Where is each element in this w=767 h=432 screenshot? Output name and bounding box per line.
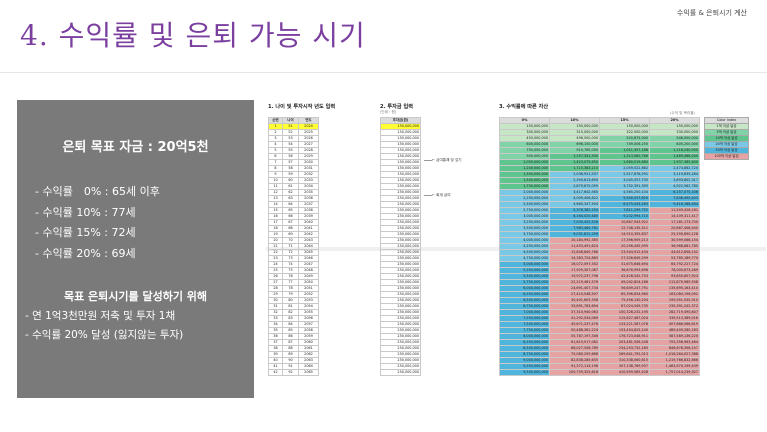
section3-note: (수익 및 복리율)	[670, 111, 695, 115]
investment-table: 투자금(원) 150,000,000 150,000,000 150,000,000 1…	[380, 117, 421, 376]
table-row: 4,750,000,000 14,383,724,865 27,326,649,29…	[499, 255, 700, 262]
annotation-line-lower	[424, 195, 432, 196]
age-item-10pct: - 수익률 10% : 77세	[35, 205, 136, 219]
table-row: 1 51 2024	[268, 123, 319, 130]
table-row: 6,500,000,000 30,401,603,358 75,456,130,20…	[499, 297, 700, 304]
plan-list: - 연 1억3천만원 저축 및 투자 1채 - 수익률 20% 달성 (잃지않는…	[25, 307, 183, 345]
section1-title: 1. 나이 및 투자시작 년도 입력	[268, 104, 336, 110]
table-row: 42 92 2065	[268, 369, 319, 376]
cell-asset: 100,759,325,618	[549, 369, 600, 376]
table-row: 1,350,000,000 2,036,921,537 2,517,876,291 3…	[499, 171, 700, 178]
annotation-line-upper	[424, 160, 432, 161]
color-index-legend: Color Index 1억 이상 달성 5억 이상 달성 10억 이상 달성 20억 …	[704, 117, 749, 160]
legend-row: 100억 이상 달성	[704, 153, 749, 160]
slide-top-label: 수익률 & 은퇴시기 계산	[676, 9, 747, 17]
table-row: 9,500,000,000 100,759,325,618 410,959,585,…	[499, 369, 700, 376]
table-row: 8,000,000,000 55,787,197,346 176,723,048,9…	[499, 333, 700, 340]
slide-title: 4. 수익률 및 은퇴 가능 시기	[20, 19, 366, 52]
cell-asset: 1,757,014,239,327	[649, 369, 700, 376]
table-header-row: 순번 나이 연도	[268, 117, 319, 124]
table-row: 2,750,000,000 5,376,382,254 7,811,299,752 1…	[499, 207, 700, 214]
cell-year: 2065	[298, 369, 319, 376]
age-item-15pct: - 수익률 15% : 72세	[35, 226, 136, 239]
age-year-table: 순번 나이 연도 1 51 2024 2 52 2025 3 53 2026 4 54 2027 5 55 202…	[268, 117, 319, 376]
plan-title: 목표 은퇴시기를 달성하기 위해	[63, 290, 208, 303]
table-row: 8,250,000,000 61,615,917,081 203,481,506,2…	[499, 339, 700, 346]
table-row: 29 79 2052	[268, 291, 319, 298]
table-row: 3,750,000,000 9,031,811,259 14,910,355,837…	[499, 231, 700, 238]
table-row: 1,200,000,000 1,715,383,215 2,059,022,862 2…	[499, 165, 700, 172]
age-item-0pct: - 수익률 0% : 65세 이후	[35, 185, 160, 198]
spreadsheet-image: 1. 나이 및 투자시작 년도 입력 2. 투자금 입력 (단위 : 원) 3.…	[266, 100, 766, 402]
table-row: 2 52 2025	[268, 129, 319, 136]
table-row: 3,250,000,000 7,030,422,528 10,867,943,922…	[499, 219, 700, 226]
table-row: 7,750,000,000 50,488,361,224 153,454,825,1…	[499, 327, 700, 334]
table-row: 23 73 2046	[268, 255, 319, 262]
cell-asset: 410,959,585,428	[599, 369, 650, 376]
table-row: 1,500,000,000 2,390,613,690 3,045,557,735 3…	[499, 177, 700, 184]
section3-title: 3. 수익률에 따른 자산	[499, 104, 549, 110]
table-row: 5,250,000,000 17,929,307,087 36,676,993,69…	[499, 267, 700, 274]
table-row: 4,250,000,000 11,453,491,624 20,256,445,59…	[499, 243, 700, 250]
cell-investment: 250,000,000	[380, 369, 421, 376]
cell-index: 42	[268, 369, 283, 376]
plan-item-return: - 수익률 20% 달성 (잃지않는 투자)	[25, 329, 184, 341]
table-row: 17 67 2040	[268, 219, 319, 226]
table-row: 2,500,000,000 4,660,347,504 6,575,043,263 9…	[499, 201, 700, 208]
table-row: 14 64 2037	[268, 201, 319, 208]
section2-title: 2. 투자금 입력	[380, 104, 414, 110]
title-divider	[0, 72, 767, 73]
returns-table: 0% 10% 15% 20% 150,000,000 150,000,000 150,000…	[499, 117, 700, 376]
table-row: 4,500,000,000 12,848,840,786 23,544,912,43…	[499, 249, 700, 256]
summary-panel: 은퇴 목표 자금 : 20억5천 - 수익률 0% : 65세 이후 - 수익률…	[17, 100, 254, 398]
retirement-age-list: - 수익률 0% : 65세 이후 - 수익률 10% : 77세 - 수익률 …	[35, 182, 160, 264]
plan-item-savings: - 연 1억3천만원 저축 및 투자 1채	[25, 310, 176, 322]
table-row: 6,750,000,000 33,691,763,694 87,024,549,73…	[499, 303, 700, 310]
annotation-upper: ← 급여통해 빚 갚기	[432, 158, 462, 162]
table-row: 7,000,000,000 37,310,940,063 100,328,232,1…	[499, 309, 700, 316]
section2-unit: (단위 : 원)	[380, 110, 397, 114]
table-row: 900,000,000 1,157,341,500 1,313,060,766 1,4…	[499, 153, 700, 160]
table-row: 450,000,000 496,500,000 520,875,000 546,000…	[499, 135, 700, 142]
retirement-goal: 은퇴 목표 자금 : 20억5천	[62, 140, 209, 155]
cell-asset: 9,500,000,000	[499, 369, 550, 376]
table-row: 8,500,000,000 68,027,508,789 234,253,732,1…	[499, 345, 700, 352]
table-row: 250,000,000	[380, 369, 421, 376]
table-row: 8 58 2031	[268, 165, 319, 172]
annotation-lower: ← 회계 급여	[432, 193, 451, 197]
cell-age: 92	[282, 369, 299, 376]
table-row: 7,250,000,000 41,292,034,069 115,627,467,0…	[499, 315, 700, 322]
table-row: 4 54 2027	[268, 141, 319, 148]
table-row: 2,250,000,000 4,009,406,822 5,500,037,620 7…	[499, 195, 700, 202]
age-item-20pct: - 수익률 20% : 69세	[35, 246, 136, 260]
legend-item: 100억 이상 달성	[704, 153, 749, 160]
